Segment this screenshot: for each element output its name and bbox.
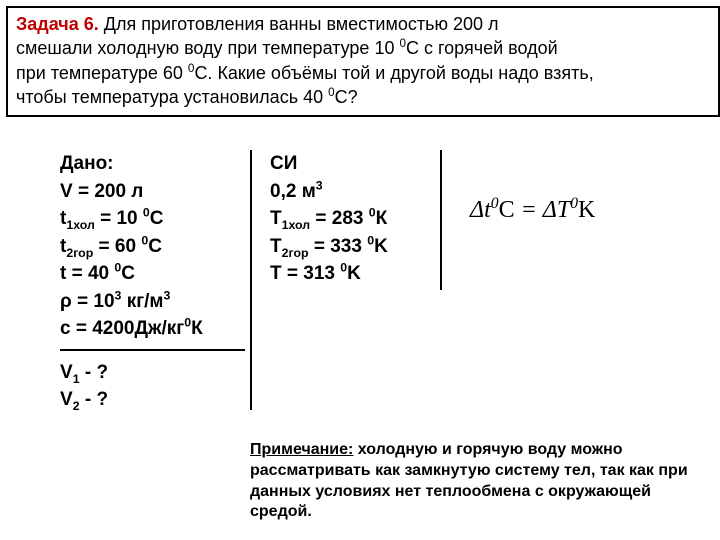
given-rho: ρ = 103 кг/м3	[60, 288, 250, 316]
problem-text-1: Для приготовления ванны вместимостью 200…	[99, 14, 499, 34]
si-column: СИ 0,2 м3 T1хол = 283 0К T2гор = 333 0K …	[252, 150, 440, 288]
given-t1: t1хол = 10 0С	[60, 205, 250, 233]
question-v2: V2 - ?	[60, 386, 250, 414]
note-label: Примечание:	[250, 441, 353, 458]
problem-title: Задача 6.	[16, 14, 99, 34]
given-c: c = 4200Дж/кг0К	[60, 315, 250, 343]
si-header: СИ	[270, 150, 440, 178]
si-T: T = 313 0K	[270, 260, 440, 288]
formula-column: Δt0C = ΔT0K	[442, 150, 595, 270]
problem-statement: Задача 6. Для приготовления ванны вмести…	[6, 6, 720, 117]
given-header: Дано:	[60, 150, 250, 178]
problem-text-3b: С. Какие объёмы той и другой воды надо в…	[194, 63, 593, 83]
problem-text-3a: при температуре 60	[16, 63, 188, 83]
formula: Δt0C = ΔT0K	[470, 197, 595, 224]
given-divider-line	[60, 349, 245, 351]
note: Примечание: холодную и горячую воду можн…	[250, 440, 690, 523]
problem-text-4a: чтобы температура установилась 40	[16, 87, 328, 107]
question-v1: V1 - ?	[60, 359, 250, 387]
given-volume: V = 200 л	[60, 178, 250, 206]
si-T1: T1хол = 283 0К	[270, 205, 440, 233]
given-column: Дано: V = 200 л t1хол = 10 0С t2гор = 60…	[60, 150, 250, 414]
given-t2: t2гор = 60 0С	[60, 233, 250, 261]
si-T2: T2гор = 333 0K	[270, 233, 440, 261]
problem-text-4b: С?	[335, 87, 358, 107]
work-area: Дано: V = 200 л t1хол = 10 0С t2гор = 60…	[60, 150, 700, 414]
given-t: t = 40 0С	[60, 260, 250, 288]
si-volume: 0,2 м3	[270, 178, 440, 206]
problem-text-2a: смешали холодную воду при температуре 10	[16, 38, 399, 58]
columns: Дано: V = 200 л t1хол = 10 0С t2гор = 60…	[60, 150, 700, 414]
problem-text-2b: С с горячей водой	[406, 38, 558, 58]
